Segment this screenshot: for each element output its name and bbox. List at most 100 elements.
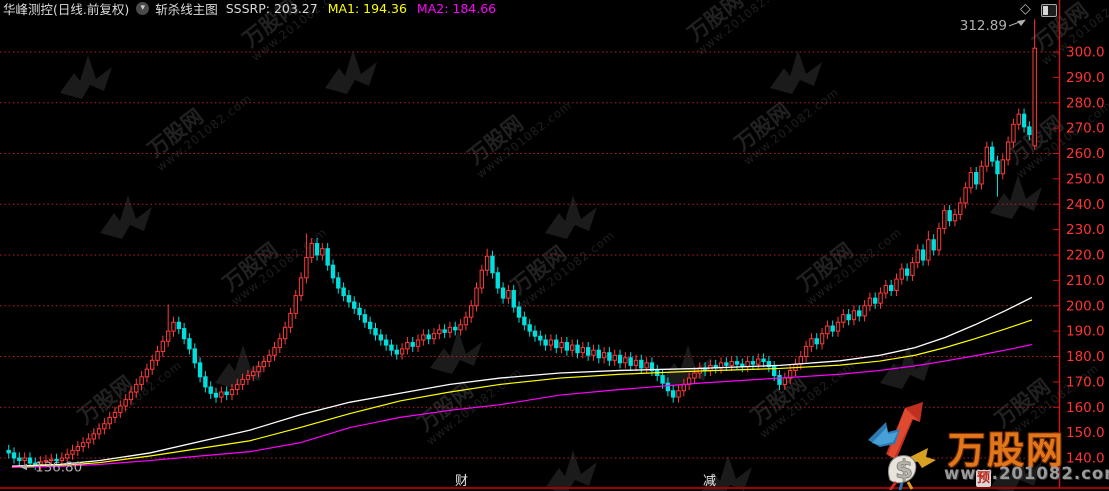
candle xyxy=(1011,123,1016,143)
candle xyxy=(123,399,128,407)
candle xyxy=(224,391,229,396)
watermark-eagle-icon xyxy=(770,50,822,94)
chart-header: 华峰测控(日线.前复权) ▾ 斩杀线主图 SSSRP: 203.27 MA1: … xyxy=(3,0,496,17)
candle xyxy=(442,329,447,333)
candle xyxy=(968,172,974,189)
candle xyxy=(984,146,990,167)
candle xyxy=(500,287,506,299)
sssrp-value: SSSRP: 203.27 xyxy=(225,1,318,16)
candle xyxy=(266,354,272,363)
candle xyxy=(995,160,1000,175)
candle xyxy=(1000,159,1005,175)
candle xyxy=(309,243,314,259)
candle xyxy=(532,330,538,337)
candle xyxy=(915,249,920,264)
ma2-value: MA2: 184.66 xyxy=(416,1,497,16)
high-price-callout: 312.89 xyxy=(960,18,1007,34)
axis-label: 230.0 xyxy=(1066,222,1105,238)
candle xyxy=(150,359,155,370)
candle xyxy=(947,210,952,222)
candle xyxy=(1027,126,1032,135)
candle xyxy=(192,348,197,364)
candle xyxy=(118,405,123,413)
candle xyxy=(437,329,442,335)
candle xyxy=(229,388,235,396)
candle xyxy=(421,334,426,341)
candle xyxy=(415,339,421,347)
candle xyxy=(538,335,543,341)
candle xyxy=(11,452,17,459)
axis-label: 250.0 xyxy=(1066,171,1105,187)
candle xyxy=(607,352,612,361)
candle xyxy=(383,339,389,346)
axis-label: 280.0 xyxy=(1066,95,1105,111)
candle xyxy=(272,347,277,356)
candle xyxy=(325,248,330,266)
candle xyxy=(17,457,22,462)
axis-label: 200.0 xyxy=(1066,298,1105,314)
candle xyxy=(692,372,697,379)
candle xyxy=(782,377,788,385)
candle xyxy=(942,210,947,229)
sssrp-line xyxy=(11,296,1033,467)
candle xyxy=(468,305,474,318)
candle xyxy=(431,333,437,340)
candle xyxy=(314,243,320,256)
candle xyxy=(27,457,33,464)
candle xyxy=(54,458,59,462)
candle xyxy=(543,339,548,346)
candle xyxy=(729,361,734,366)
candle xyxy=(282,326,288,340)
candle xyxy=(649,362,655,371)
indicator-name[interactable]: 斩杀线主图 xyxy=(155,2,218,17)
candle xyxy=(484,255,490,271)
chevron-down-icon[interactable]: ▾ xyxy=(136,2,150,15)
candle xyxy=(612,354,617,361)
candle xyxy=(575,344,580,354)
watermark-eagle-icon xyxy=(701,455,752,491)
candle xyxy=(165,330,171,342)
watermark-eagle-icon xyxy=(545,195,597,239)
panel-toggle-icon[interactable] xyxy=(1041,4,1057,17)
candle xyxy=(862,305,867,317)
candle xyxy=(176,321,182,330)
candle xyxy=(601,352,607,359)
candle xyxy=(873,297,878,304)
candle xyxy=(479,269,485,289)
candle xyxy=(453,326,458,331)
logo-url: www.201082.com xyxy=(944,464,1109,483)
candle xyxy=(341,287,346,297)
watermark-eagle-icon xyxy=(430,330,482,374)
candle xyxy=(134,383,139,393)
candle xyxy=(330,264,336,279)
candle xyxy=(936,227,942,251)
candle xyxy=(809,338,814,347)
candle xyxy=(75,446,81,451)
candle xyxy=(798,356,803,365)
candle xyxy=(208,386,213,394)
candle xyxy=(160,340,166,352)
axis-label: 210.0 xyxy=(1066,273,1105,289)
diamond-icon[interactable]: ◇ xyxy=(1020,1,1031,17)
callouts-layer: 312.89 136.80 xyxy=(20,18,1026,476)
candle xyxy=(734,361,740,365)
candle xyxy=(86,438,91,444)
candle xyxy=(346,295,352,303)
candle xyxy=(474,287,479,307)
candle xyxy=(251,371,256,377)
candle xyxy=(394,349,399,355)
candle xyxy=(766,361,772,368)
candle xyxy=(22,457,27,462)
candle xyxy=(219,391,224,398)
candle xyxy=(633,359,639,366)
bottom-label-cai: 财 xyxy=(455,474,469,489)
candle xyxy=(639,359,644,369)
ma1-value: MA1: 194.36 xyxy=(327,1,407,16)
candle xyxy=(389,344,394,351)
candle xyxy=(926,239,931,261)
candle xyxy=(187,338,192,350)
